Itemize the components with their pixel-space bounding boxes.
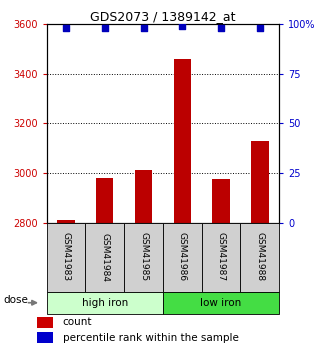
Point <box>180 23 185 29</box>
Point <box>63 25 68 31</box>
Text: dose: dose <box>4 296 29 305</box>
Point <box>141 25 146 31</box>
Text: high iron: high iron <box>82 298 128 308</box>
Bar <box>163 292 279 314</box>
Text: percentile rank within the sample: percentile rank within the sample <box>63 333 239 343</box>
Text: low iron: low iron <box>200 298 242 308</box>
Point <box>257 25 263 31</box>
Bar <box>135 170 152 223</box>
Bar <box>163 223 202 292</box>
Bar <box>85 223 124 292</box>
Bar <box>202 223 240 292</box>
Bar <box>251 141 269 223</box>
Bar <box>240 223 279 292</box>
Point <box>219 25 224 31</box>
Bar <box>37 317 53 328</box>
Bar <box>57 220 75 223</box>
Bar <box>124 223 163 292</box>
Bar <box>96 178 113 223</box>
Text: GSM41984: GSM41984 <box>100 233 109 282</box>
Point <box>102 25 107 31</box>
Text: GSM41985: GSM41985 <box>139 233 148 282</box>
Title: GDS2073 / 1389142_at: GDS2073 / 1389142_at <box>90 10 236 23</box>
Bar <box>213 179 230 223</box>
Text: GSM41983: GSM41983 <box>61 233 70 282</box>
Bar <box>47 223 85 292</box>
Text: GSM41987: GSM41987 <box>217 233 226 282</box>
Text: GSM41986: GSM41986 <box>178 233 187 282</box>
Bar <box>47 292 163 314</box>
Bar <box>174 59 191 223</box>
Bar <box>37 332 53 344</box>
Text: GSM41988: GSM41988 <box>256 233 265 282</box>
Text: count: count <box>63 317 92 327</box>
